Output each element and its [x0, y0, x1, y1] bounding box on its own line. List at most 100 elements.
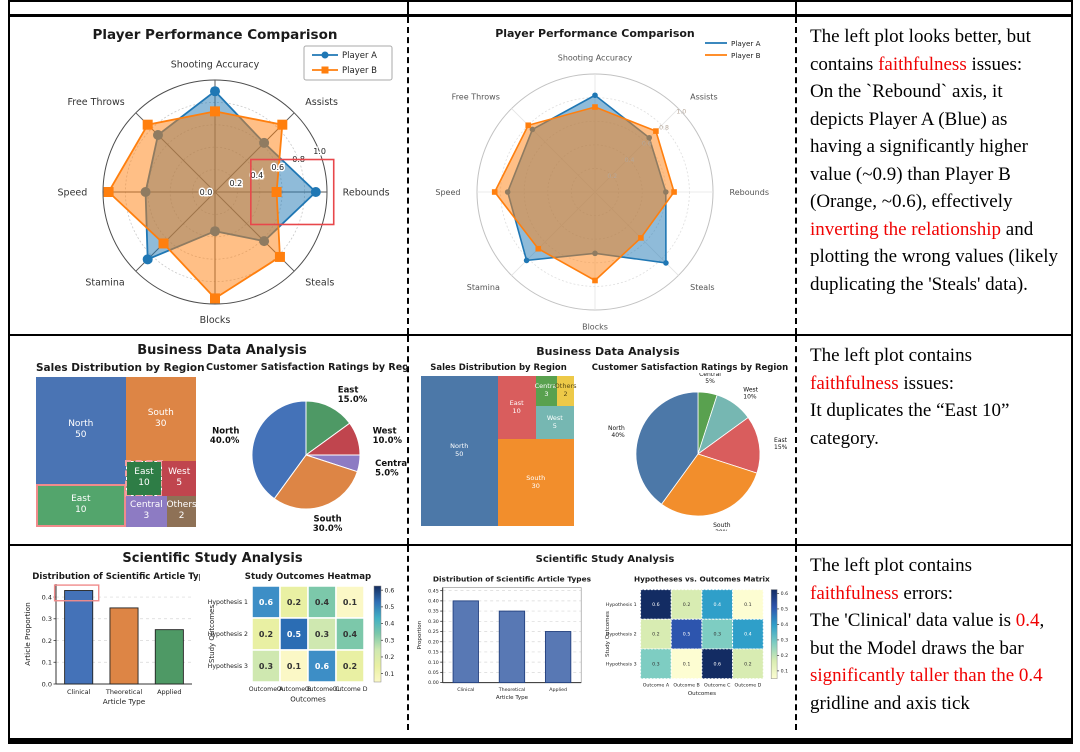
- svg-text:0.2: 0.2: [683, 602, 691, 608]
- svg-text:0.1: 0.1: [287, 662, 302, 671]
- svg-text:0.6: 0.6: [271, 163, 284, 172]
- svg-text:0.5: 0.5: [385, 604, 395, 611]
- treemap-block-north: North 50: [36, 377, 126, 484]
- bar-applied: [544, 631, 572, 684]
- svg-text:Distribution of Scientific Art: Distribution of Scientific Article Types: [433, 575, 591, 584]
- svg-text:0.1: 0.1: [42, 659, 52, 667]
- treemap-block-central: Central 3: [125, 495, 168, 527]
- svg-text:Blocks: Blocks: [200, 315, 231, 326]
- svg-text:0.8: 0.8: [659, 125, 669, 132]
- svg-text:Player Performance Comparison: Player Performance Comparison: [93, 27, 338, 43]
- bar-chart-left: Distribution of Scientific Article Types…: [23, 572, 200, 706]
- svg-text:Outcome A: Outcome A: [643, 682, 670, 688]
- svg-text:1.0: 1.0: [676, 109, 686, 116]
- svg-text:Study Outcomes Heatmap: Study Outcomes Heatmap: [245, 572, 371, 582]
- svg-text:Proportion: Proportion: [417, 620, 423, 649]
- business-right-suptitle: Business Data Analysis: [536, 345, 680, 358]
- svg-text:Rebounds: Rebounds: [730, 188, 769, 197]
- svg-text:0.6: 0.6: [714, 661, 722, 667]
- table-row-business: Business Data Analysis Sales Distributio…: [10, 336, 1071, 546]
- svg-text:0.3: 0.3: [385, 637, 395, 644]
- heatmap-left: Study Outcomes Heatmap 0.6 0.2 0.4 0.1 0.2 0.5…: [208, 572, 395, 703]
- treemap-block-east: East 10: [36, 483, 126, 527]
- svg-text:0.6: 0.6: [385, 587, 395, 594]
- svg-text:Outcome B: Outcome B: [277, 686, 311, 693]
- svg-text:0.2: 0.2: [385, 654, 395, 661]
- svg-text:0.15: 0.15: [428, 650, 439, 656]
- svg-text:Steals: Steals: [305, 278, 334, 289]
- svg-text:0.4: 0.4: [315, 598, 330, 607]
- svg-text:0.10: 0.10: [428, 660, 439, 666]
- table-frame: Player Performance Comparison Shooting Ac…: [8, 0, 1073, 744]
- table-row-partial-top: [10, 2, 1071, 17]
- svg-text:0.00: 0.00: [428, 680, 439, 686]
- svg-text:0.6: 0.6: [642, 141, 652, 148]
- svg-text:0.6: 0.6: [652, 602, 660, 608]
- svg-text:Article Type: Article Type: [103, 697, 146, 706]
- heatmap-right: Hypotheses vs. Outcomes Matrix 0.6 0.2 0.4 0…: [605, 575, 789, 697]
- bar-clinical: [64, 590, 94, 685]
- treemap-left: North 50 East 10 South 30 East 10 West 5 Cent…: [36, 377, 197, 527]
- svg-text:0.2: 0.2: [744, 661, 752, 667]
- svg-text:Player B: Player B: [731, 51, 761, 60]
- business-left-suptitle: Business Data Analysis: [137, 343, 307, 358]
- heatmap-cell: [732, 618, 764, 650]
- svg-text:Free Throws: Free Throws: [452, 93, 500, 102]
- error-highlight-text: faithfulness: [810, 372, 899, 394]
- svg-text:Outcomes: Outcomes: [688, 691, 716, 697]
- svg-text:Rebounds: Rebounds: [343, 187, 390, 198]
- svg-text:0.4: 0.4: [343, 630, 358, 639]
- bar-clinical: [452, 600, 479, 684]
- svg-text:0.4: 0.4: [781, 622, 789, 628]
- svg-text:Outcome C: Outcome C: [305, 686, 340, 693]
- cell-scientific-comment: The left plot contains faithfulness erro…: [795, 546, 1071, 730]
- svg-text:Clinical: Clinical: [457, 687, 474, 693]
- treemap-block-east: East 10: [497, 376, 536, 439]
- heatmap-cell: [701, 589, 734, 620]
- svg-text:Player A: Player A: [731, 39, 761, 48]
- pie-slice-north: [635, 391, 699, 505]
- svg-text:Shooting Accuracy: Shooting Accuracy: [171, 60, 260, 71]
- error-highlight-box: [250, 158, 335, 226]
- svg-text:Speed: Speed: [435, 188, 460, 197]
- svg-text:0.5: 0.5: [781, 607, 789, 613]
- svg-text:Study Outcomes: Study Outcomes: [208, 605, 216, 663]
- svg-text:Stamina: Stamina: [85, 278, 124, 289]
- svg-text:Outcome B: Outcome B: [673, 682, 699, 688]
- svg-text:0.2: 0.2: [230, 179, 243, 188]
- svg-text:0.05: 0.05: [428, 670, 439, 676]
- svg-text:Theoretical: Theoretical: [105, 688, 143, 696]
- svg-text:Clinical: Clinical: [67, 688, 91, 696]
- svg-text:Distribution of Scientific Art: Distribution of Scientific Article Types: [32, 572, 200, 582]
- radar-chart-left: Player Performance Comparison Shooting Ac…: [58, 27, 393, 326]
- svg-text:Hypothesis 3: Hypothesis 3: [606, 661, 637, 667]
- heatmap-cell: [670, 589, 703, 620]
- svg-text:0.3: 0.3: [781, 638, 789, 644]
- pie-right-title: Customer Satisfaction Ratings by Region: [591, 363, 789, 373]
- svg-text:0.4: 0.4: [250, 171, 263, 180]
- scientific-left-suptitle: Scientific Study Analysis: [122, 551, 303, 566]
- error-highlight-text: faithfulness: [810, 582, 899, 604]
- svg-text:0.5: 0.5: [287, 630, 302, 639]
- bar-chart-right: Distribution of Scientific Article Types…: [417, 575, 591, 701]
- svg-text:Outcome C: Outcome C: [704, 682, 731, 688]
- svg-text:Outcome D: Outcome D: [735, 682, 762, 688]
- svg-text:0.5: 0.5: [683, 632, 691, 638]
- svg-text:0.6: 0.6: [315, 662, 330, 671]
- error-highlight-text: inverting the relationship: [810, 218, 1002, 240]
- cell-business-comment: The left plot contains faithfulness issu…: [795, 336, 1071, 544]
- svg-text:0.3: 0.3: [714, 632, 722, 638]
- treemap-block-others: Others 2: [166, 495, 197, 527]
- svg-text:Article Proportion: Article Proportion: [23, 602, 32, 665]
- svg-text:0.1: 0.1: [781, 669, 789, 675]
- svg-text:0.1: 0.1: [683, 661, 691, 667]
- svg-text:0.6: 0.6: [781, 591, 789, 597]
- scientific-right-suptitle: Scientific Study Analysis: [535, 554, 675, 565]
- treemap-block-south: South 30: [497, 439, 574, 526]
- heatmap-cell: [732, 589, 764, 620]
